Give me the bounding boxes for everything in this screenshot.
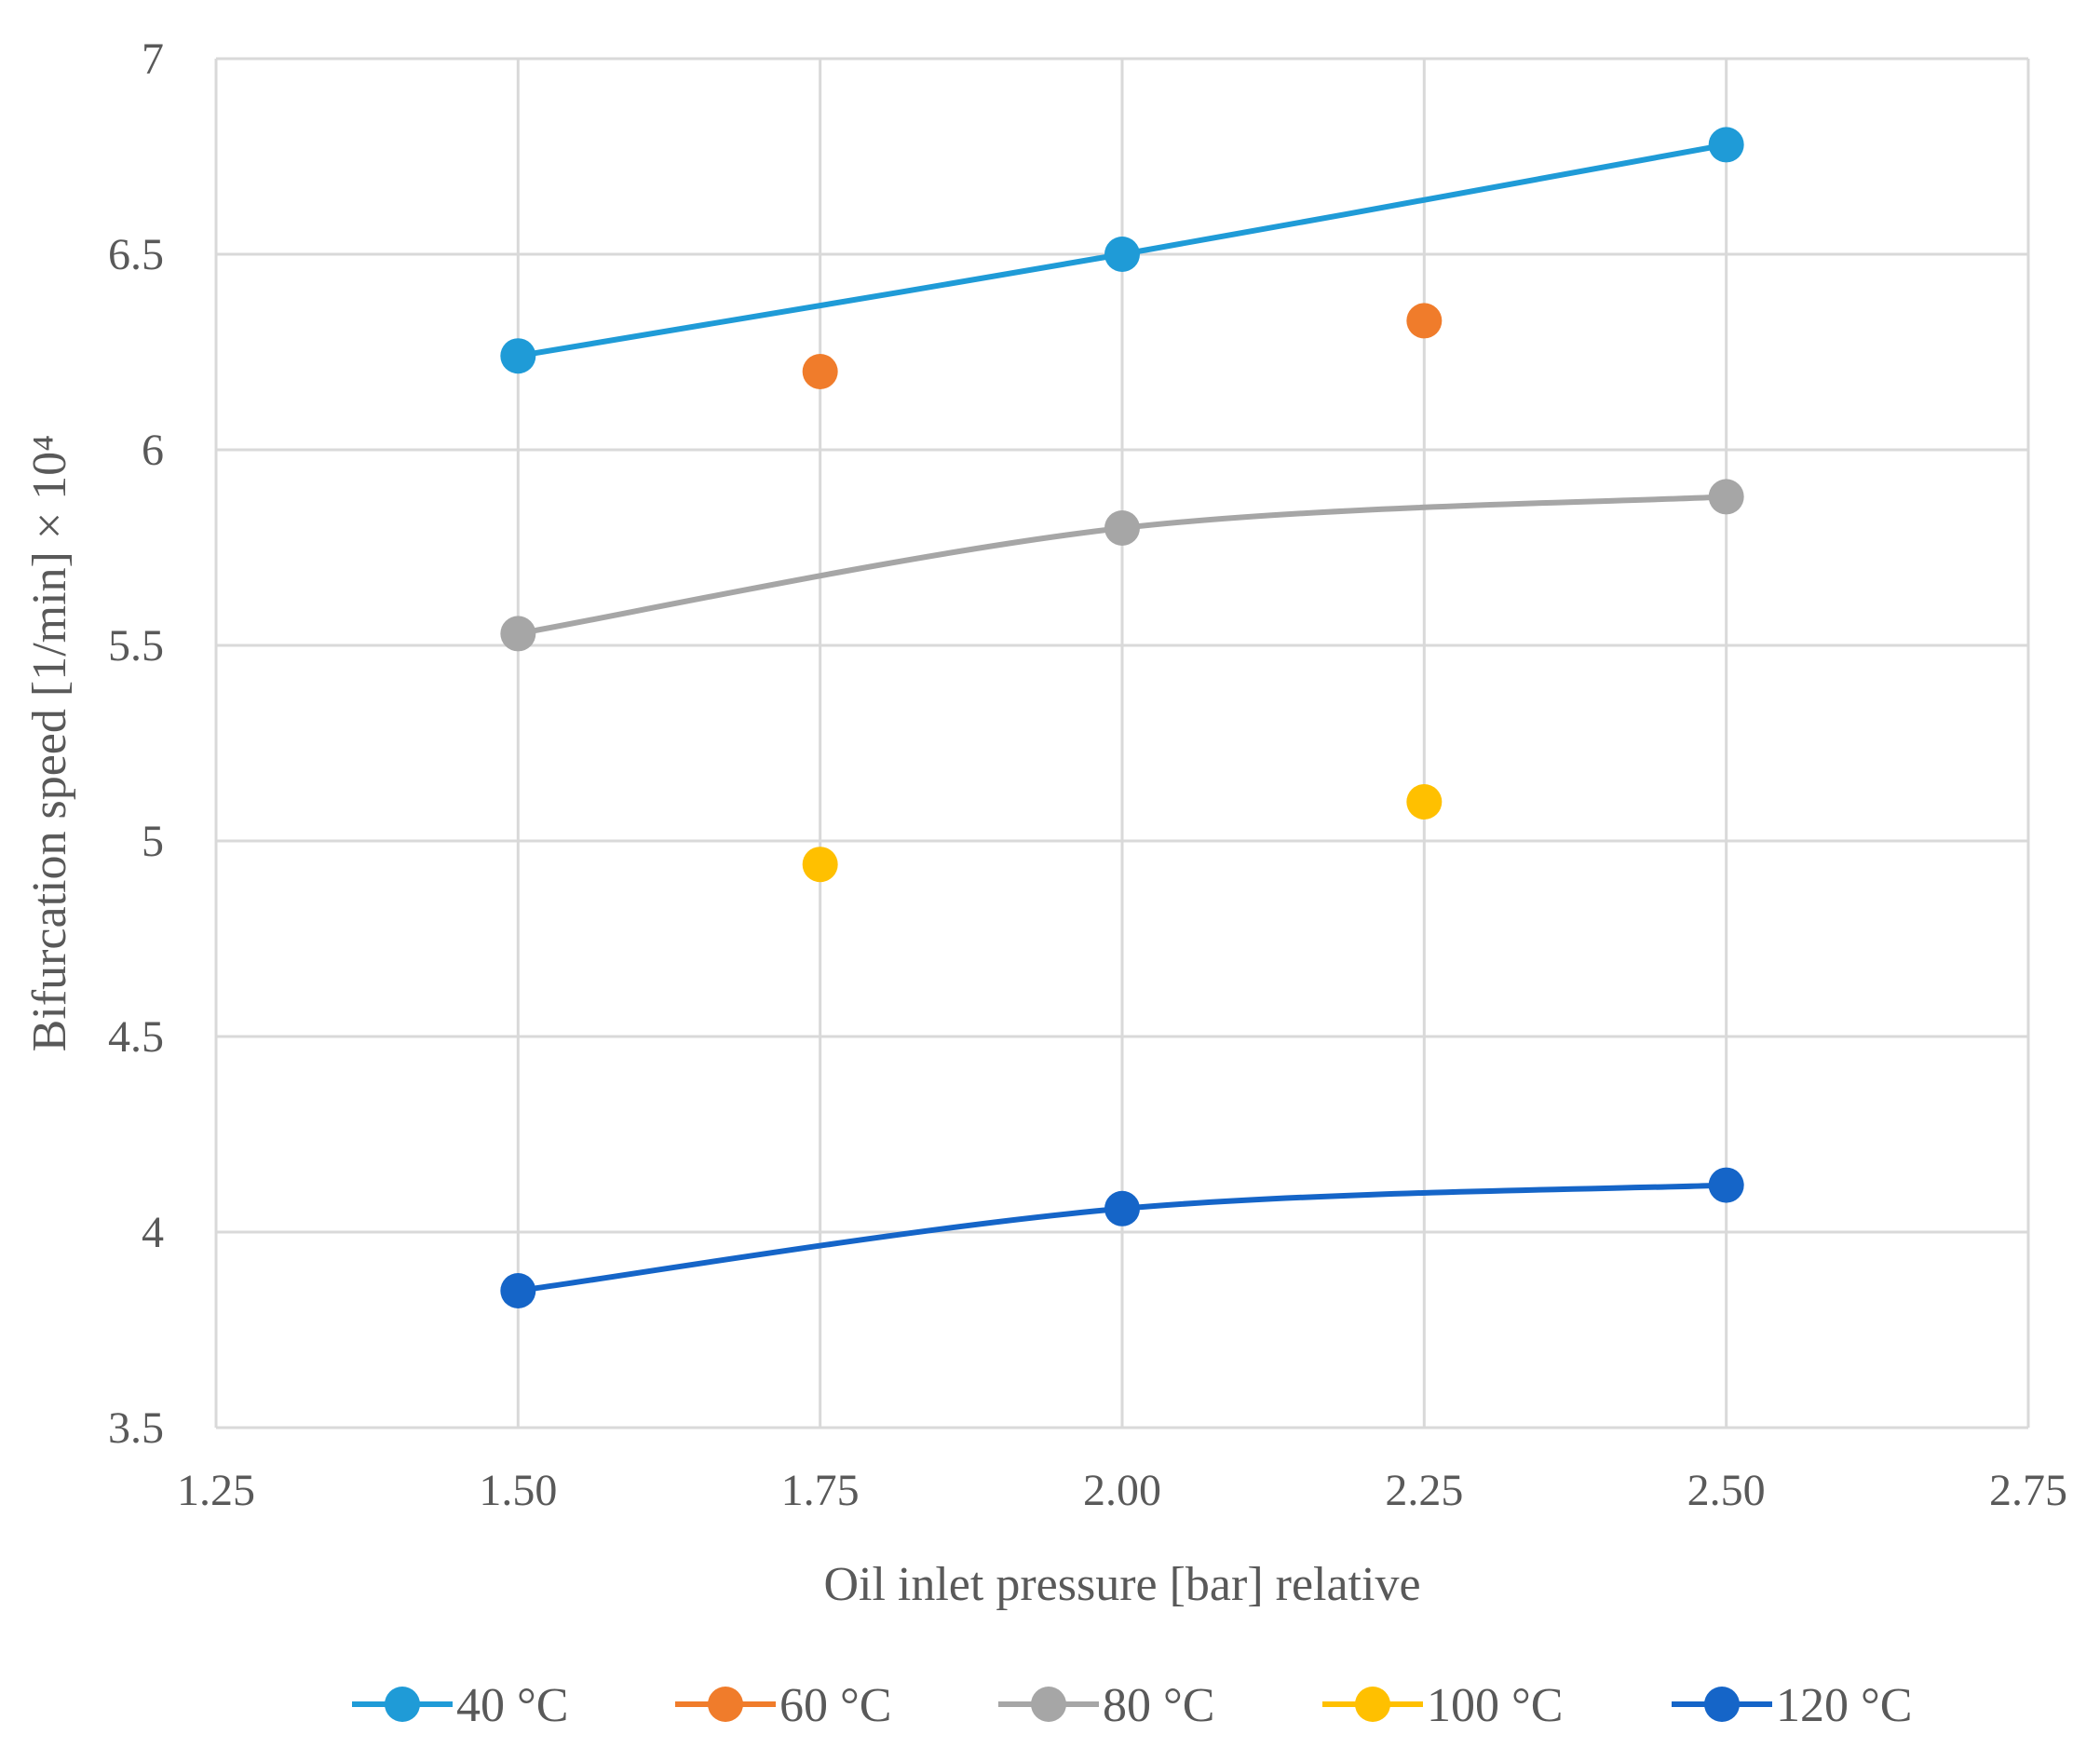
data-point: [1104, 1190, 1140, 1226]
y-tick-label: 6: [142, 426, 164, 475]
legend-swatch-marker: [1704, 1687, 1740, 1722]
legend-label: 120 °C: [1776, 1679, 1912, 1732]
series-4: [500, 1167, 1744, 1308]
data-point: [1104, 237, 1140, 272]
y-tick-label: 5: [142, 817, 164, 866]
y-axis-title: Bifurcation speed [1/min] × 10⁴: [23, 435, 76, 1052]
tick-labels: 1.25 1.50 1.75 2.00 2.25 2.50 2.75 3.5 4 4.5 5 5.5 6…: [108, 34, 2067, 1515]
legend-swatch-marker: [385, 1687, 420, 1722]
legend-item: 80 °C: [998, 1679, 1214, 1732]
legend-item: 100 °C: [1322, 1679, 1563, 1732]
data-point: [1708, 1167, 1744, 1203]
legend-item: 120 °C: [1672, 1679, 1912, 1732]
series-3: [802, 784, 1443, 883]
x-tick-label: 2.75: [1989, 1466, 2067, 1515]
x-tick-label: 1.75: [781, 1466, 860, 1515]
series-0: [500, 127, 1744, 374]
x-tick-label: 1.25: [177, 1466, 255, 1515]
data-point: [500, 1273, 536, 1308]
data-point: [1708, 127, 1744, 163]
legend-swatch-marker: [1355, 1687, 1390, 1722]
legend-label: 100 °C: [1427, 1679, 1563, 1732]
data-point: [500, 338, 536, 374]
x-tick-label: 2.25: [1385, 1466, 1463, 1515]
series-2: [500, 479, 1744, 652]
legend-item: 60 °C: [675, 1679, 891, 1732]
y-tick-label: 3.5: [108, 1403, 164, 1453]
y-tick-label: 7: [142, 34, 164, 84]
x-tick-label: 2.00: [1083, 1466, 1161, 1515]
data-point: [1406, 303, 1443, 339]
data-point: [1406, 784, 1443, 820]
series-layer: [500, 127, 1744, 1308]
y-tick-label: 4: [142, 1208, 164, 1257]
legend: 40 °C 60 °C 80 °C 100 °C 120 °C: [352, 1679, 1912, 1732]
data-point: [1708, 479, 1744, 515]
series-1: [802, 303, 1443, 389]
legend-label: 80 °C: [1103, 1679, 1214, 1732]
legend-item: 40 °C: [352, 1679, 568, 1732]
legend-swatch-marker: [1031, 1687, 1066, 1722]
y-tick-label: 5.5: [108, 621, 164, 671]
x-tick-label: 1.50: [479, 1466, 557, 1515]
x-axis-title: Oil inlet pressure [bar] relative: [823, 1558, 1420, 1611]
legend-label: 60 °C: [779, 1679, 891, 1732]
data-point: [802, 354, 838, 389]
y-tick-label: 4.5: [108, 1012, 164, 1062]
legend-swatch-marker: [708, 1687, 743, 1722]
data-point: [500, 616, 536, 652]
x-tick-label: 2.50: [1687, 1466, 1766, 1515]
y-tick-label: 6.5: [108, 230, 164, 279]
legend-label: 40 °C: [456, 1679, 568, 1732]
data-point: [1104, 510, 1140, 546]
data-point: [802, 847, 838, 883]
